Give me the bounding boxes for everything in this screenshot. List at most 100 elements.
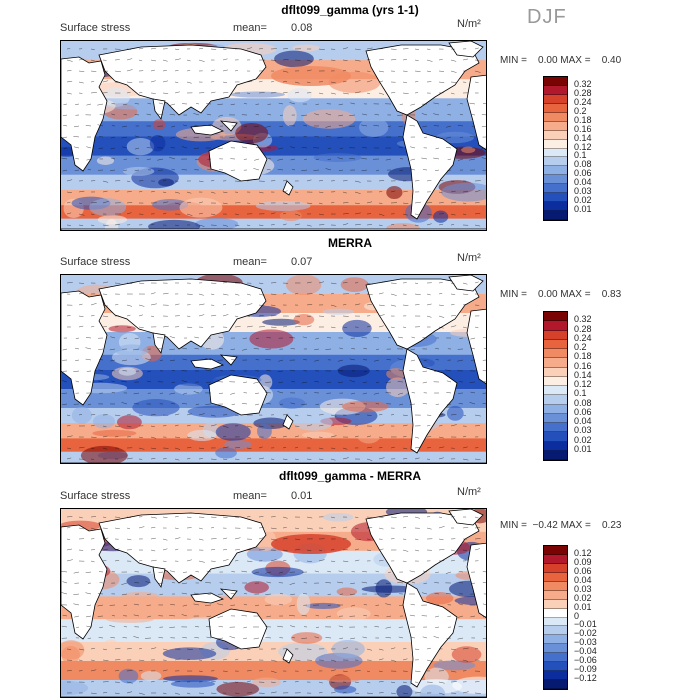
stress-vector <box>378 304 385 307</box>
stress-vector <box>182 604 188 607</box>
stress-vector <box>378 516 384 519</box>
stress-vector <box>258 304 265 307</box>
stress-vector <box>387 337 392 339</box>
stress-patch <box>118 668 139 684</box>
stress-vector <box>458 570 464 573</box>
stress-vector <box>146 147 152 149</box>
stress-vector <box>378 179 385 182</box>
stress-vector <box>398 125 404 127</box>
stress-vector <box>217 637 224 639</box>
stress-vector <box>482 169 486 172</box>
stress-vector <box>246 325 253 328</box>
stress-vector <box>138 282 145 285</box>
stress-vector <box>150 526 156 529</box>
stress-vector <box>378 292 384 295</box>
stress-vector <box>354 670 361 672</box>
stress-vector <box>438 282 443 284</box>
stress-vector <box>318 180 323 182</box>
stress-vector <box>330 669 336 672</box>
stress-vector <box>414 224 419 226</box>
stress-vector <box>171 125 176 128</box>
stress-vector <box>306 424 313 427</box>
stress-vector <box>433 636 440 639</box>
stress-vector <box>278 571 284 574</box>
stress-vector <box>85 125 92 127</box>
stress-vector <box>421 592 428 595</box>
stress-vector <box>330 92 336 95</box>
stress-patch <box>61 645 80 664</box>
stress-vector <box>193 391 200 394</box>
stress-vector <box>162 59 168 62</box>
stress-vector <box>294 447 298 449</box>
land-outline <box>282 414 294 430</box>
stress-patch <box>89 198 127 217</box>
colorbar-swatch <box>544 103 567 113</box>
stress-vector <box>78 315 84 317</box>
stress-vector <box>330 516 335 519</box>
stress-vector <box>277 370 284 372</box>
land-outline <box>402 114 458 220</box>
stress-vector <box>258 527 264 529</box>
stress-vector <box>474 458 481 461</box>
stress-vector <box>234 458 240 460</box>
stress-vector <box>111 380 116 383</box>
stress-vector <box>102 516 107 518</box>
stress-vector <box>338 625 344 628</box>
stress-vector <box>438 326 444 329</box>
colorbar-tick-label: 0.12 <box>574 379 592 389</box>
stress-patch <box>252 677 281 688</box>
stress-vector <box>111 157 116 160</box>
stress-patch <box>262 318 300 326</box>
stress-vector <box>234 681 239 683</box>
stress-vector <box>342 692 347 694</box>
stress-vector <box>414 692 421 694</box>
stress-vector <box>194 125 200 127</box>
stress-vector <box>266 370 272 372</box>
stress-vector <box>294 326 301 328</box>
stress-vector <box>474 516 479 519</box>
stress-vector <box>234 293 240 296</box>
stress-vector <box>234 315 239 318</box>
stress-vector <box>282 413 289 416</box>
stress-patch <box>216 681 260 697</box>
stress-vector <box>181 582 188 585</box>
stress-vector <box>171 582 176 584</box>
stress-vector <box>409 614 416 617</box>
colorbar-tick-label: 0.18 <box>574 114 592 125</box>
stress-vector <box>366 670 370 673</box>
stress-vector <box>445 571 452 574</box>
stress-vector <box>426 70 432 73</box>
stress-vector <box>66 559 73 562</box>
colorbar-tick-label: −0.02 <box>574 628 597 639</box>
stress-vector <box>342 560 349 562</box>
stress-vector <box>174 91 180 94</box>
stress-vector <box>258 516 264 518</box>
stress-vector <box>114 647 121 650</box>
stress-vector <box>318 681 323 684</box>
stress-vector <box>62 348 68 351</box>
stress-vector <box>78 213 85 216</box>
stress-vector <box>182 636 188 639</box>
stress-vector <box>66 538 71 540</box>
panel-2-minmax: MIN = 0.00 MAX = 0.83 <box>500 289 622 300</box>
stress-vector <box>450 282 455 285</box>
colorbar-swatch <box>544 423 567 433</box>
stress-vector <box>301 381 308 384</box>
stress-vector <box>195 570 200 573</box>
stress-vector <box>246 659 252 661</box>
stress-vector <box>222 446 229 449</box>
stress-vector <box>162 669 168 672</box>
stress-vector <box>170 136 176 139</box>
stress-vector <box>126 681 133 684</box>
stress-vector <box>162 325 169 328</box>
stress-patch <box>340 277 369 293</box>
stress-vector <box>121 582 128 585</box>
stress-vector <box>349 358 356 361</box>
stress-vector <box>337 369 344 372</box>
stress-vector <box>445 136 452 139</box>
colorbar-swatch <box>544 441 567 451</box>
stress-vector <box>90 315 95 317</box>
stress-vector <box>399 103 404 105</box>
stress-vector <box>422 636 428 639</box>
stress-vector <box>402 326 407 328</box>
